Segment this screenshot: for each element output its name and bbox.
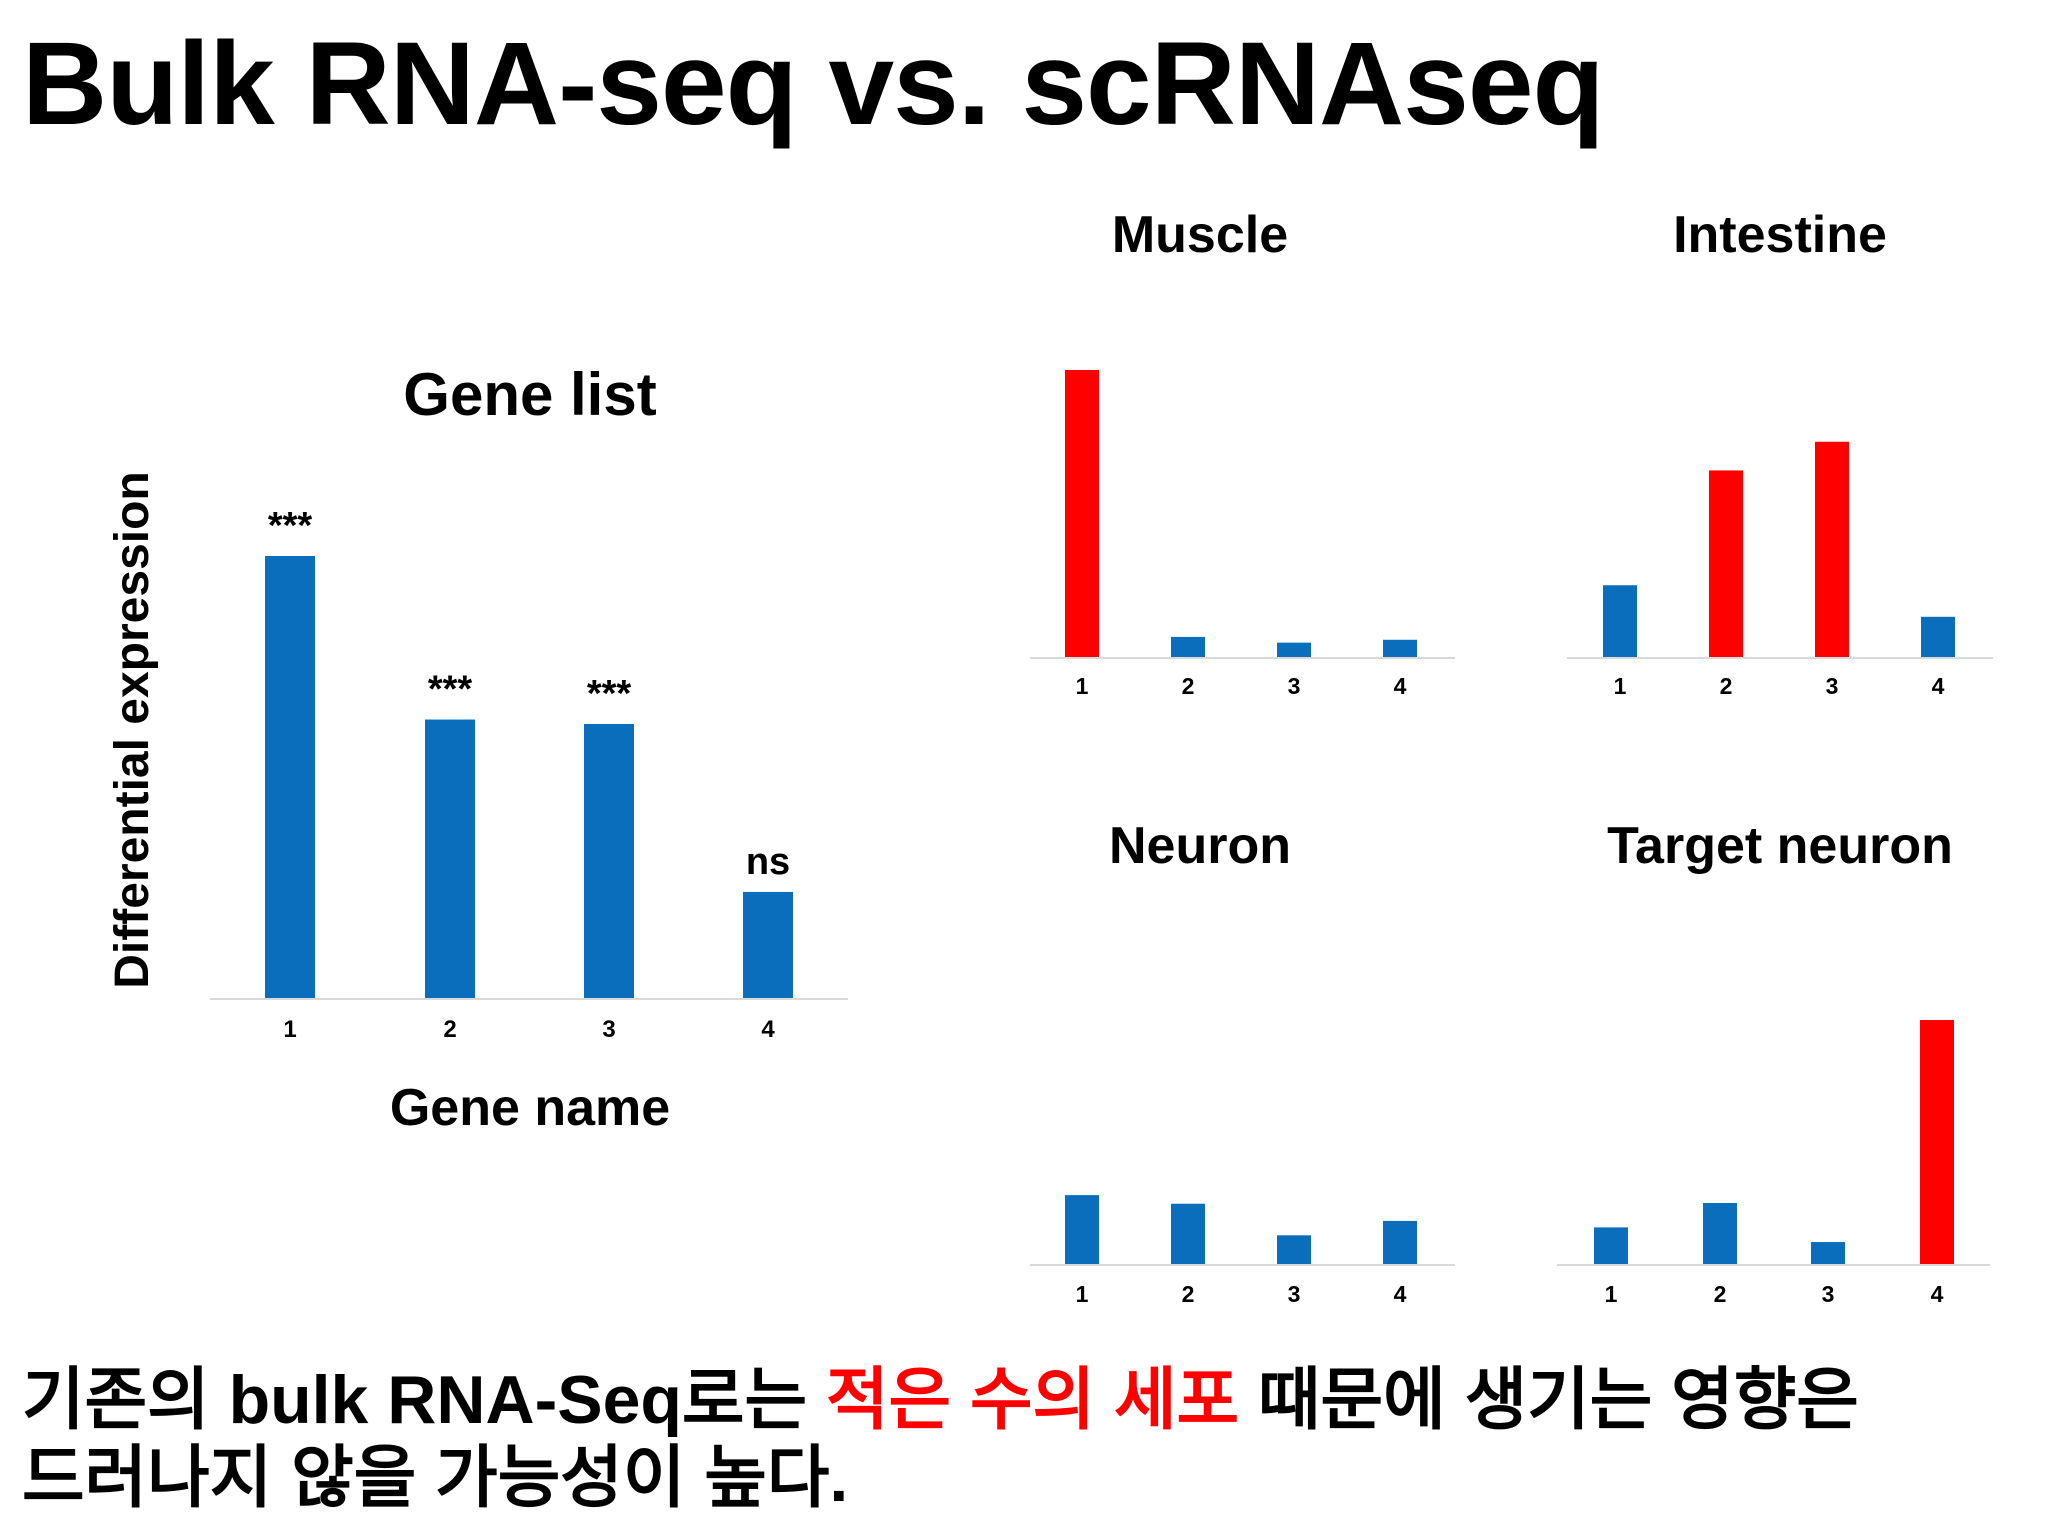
- caption-text-part1: 기존의 bulk RNA-Seq로는: [22, 1362, 826, 1438]
- gene-list-significance-label-1: ***: [268, 505, 313, 547]
- target-neuron-bar-4: [1920, 1020, 1954, 1264]
- target-neuron-bar-2: [1703, 1203, 1737, 1264]
- neuron-bar-1: [1065, 1195, 1099, 1264]
- caption-text-line2: 드러나지 않을 가능성이 높다.: [22, 1439, 849, 1516]
- neuron-tick-label-1: 1: [1076, 1281, 1089, 1307]
- target-neuron-chart-title: Target neuron: [1607, 817, 1953, 875]
- muscle-bar-4: [1383, 639, 1417, 657]
- gene-list-bar-3: [584, 723, 634, 998]
- muscle-tick-label-4: 4: [1394, 673, 1407, 699]
- muscle-bar-3: [1277, 642, 1311, 657]
- intestine-bar-4: [1921, 616, 1955, 657]
- gene-list-y-axis-label: Differential expression: [106, 471, 159, 989]
- intestine-tick-label-1: 1: [1614, 673, 1627, 699]
- intestine-bar-1: [1603, 585, 1637, 657]
- gene-list-bar-2: [425, 719, 475, 998]
- slide-caption: 기존의 bulk RNA-Seq로는 적은 수의 세포 때문에 생기는 영향은 …: [22, 1362, 2022, 1517]
- gene-list-significance-label-4: ns: [746, 841, 790, 883]
- muscle-bar-1: [1065, 370, 1099, 657]
- gene-list-tick-label-2: 2: [443, 1016, 456, 1043]
- target-neuron-bar-3: [1811, 1242, 1845, 1264]
- muscle-bar-2: [1171, 636, 1205, 657]
- neuron-bar-4: [1383, 1220, 1417, 1264]
- gene-list-significance-label-3: ***: [587, 673, 632, 715]
- gene-list-bar-1: [265, 556, 315, 998]
- intestine-bar-2: [1709, 470, 1743, 657]
- gene-list-chart-title: Gene list: [403, 361, 656, 428]
- target-neuron-bar-1: [1594, 1227, 1628, 1264]
- caption-highlight: 적은 수의 세포: [825, 1362, 1240, 1438]
- gene-list-tick-label-1: 1: [283, 1016, 296, 1043]
- gene-list-significance-label-2: ***: [428, 669, 473, 711]
- neuron-bar-3: [1277, 1235, 1311, 1264]
- intestine-tick-label-2: 2: [1720, 673, 1733, 699]
- muscle-chart-title: Muscle: [1112, 206, 1288, 264]
- target-neuron-tick-label-1: 1: [1605, 1281, 1618, 1307]
- neuron-tick-label-2: 2: [1182, 1281, 1195, 1307]
- muscle-tick-label-3: 3: [1288, 673, 1301, 699]
- gene-list-tick-label-3: 3: [602, 1016, 615, 1043]
- gene-list-bar-4: [743, 891, 793, 998]
- muscle-tick-label-2: 2: [1182, 673, 1195, 699]
- target-neuron-tick-label-2: 2: [1714, 1281, 1727, 1307]
- intestine-tick-label-4: 4: [1932, 673, 1945, 699]
- intestine-chart-title: Intestine: [1673, 206, 1887, 264]
- neuron-chart-title: Neuron: [1109, 817, 1291, 875]
- caption-text-part2: 때문에 생기는 영향은: [1239, 1362, 1859, 1438]
- gene-list-x-axis-label: Gene name: [390, 1079, 670, 1137]
- neuron-tick-label-3: 3: [1288, 1281, 1301, 1307]
- intestine-tick-label-3: 3: [1826, 673, 1839, 699]
- slide-title: Bulk RNA-seq vs. scRNAseq: [22, 18, 1605, 150]
- target-neuron-tick-label-4: 4: [1931, 1281, 1944, 1307]
- neuron-bar-2: [1171, 1203, 1205, 1264]
- neuron-tick-label-4: 4: [1394, 1281, 1407, 1307]
- target-neuron-tick-label-3: 3: [1822, 1281, 1835, 1307]
- intestine-bar-3: [1815, 441, 1849, 657]
- gene-list-tick-label-4: 4: [761, 1016, 775, 1043]
- muscle-tick-label-1: 1: [1076, 673, 1089, 699]
